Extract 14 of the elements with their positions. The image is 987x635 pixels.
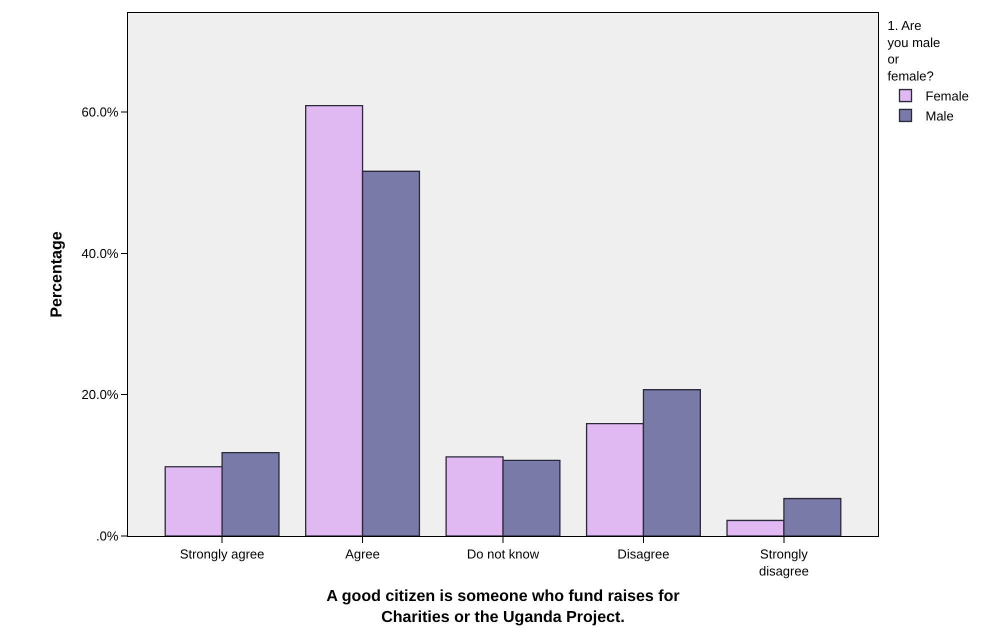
x-tick-label: Strongly disagree xyxy=(758,546,809,578)
x-tick-label: Strongly agree xyxy=(180,546,264,562)
x-tick-label: Agree xyxy=(345,546,380,562)
x-tick-label: Do not know xyxy=(466,546,540,562)
y-tick-label: 20.0% xyxy=(82,387,119,402)
legend-label: Male xyxy=(926,108,954,124)
x-axis-title: A good citizen is someone who fund raises for Charities or the Uganda Project. xyxy=(326,588,680,626)
y-tick-label: .0% xyxy=(96,528,119,544)
legend-title: 1. Are you male or female? xyxy=(888,18,940,84)
y-axis-title: Percentage xyxy=(48,231,66,318)
legend-label: Female xyxy=(926,88,969,104)
x-tick-label: Disagree xyxy=(617,546,670,562)
y-tick-label: 40.0% xyxy=(82,246,119,261)
y-tick-label: 60.0% xyxy=(82,104,119,120)
